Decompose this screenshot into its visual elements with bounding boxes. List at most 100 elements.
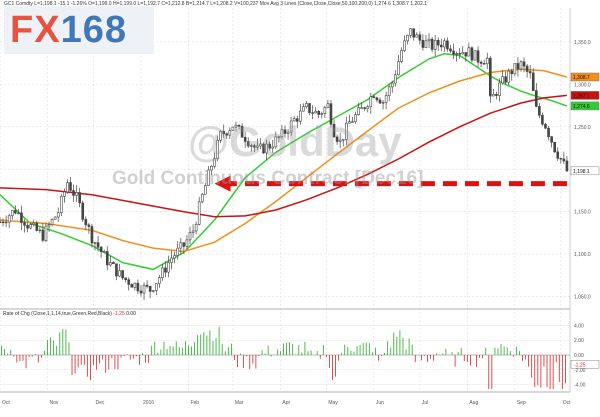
candle-body — [59, 196, 63, 213]
candle-body — [4, 221, 8, 224]
candle-body — [50, 219, 54, 225]
candle-body — [96, 242, 100, 248]
sub-y-tick-label: -4.00 — [574, 383, 586, 389]
candle-body — [219, 131, 222, 141]
candle-body — [246, 141, 250, 147]
candle-body — [90, 226, 94, 244]
candle-body — [109, 262, 112, 266]
candle-body — [562, 158, 566, 162]
candle-body — [136, 282, 140, 292]
arrow-head — [214, 175, 231, 192]
candle-body — [547, 127, 550, 137]
y-tick-label: 1,100.0 — [574, 252, 591, 258]
candle-body — [286, 131, 290, 134]
candle-body — [470, 47, 474, 61]
candle-body — [351, 121, 354, 123]
candle-body — [87, 224, 91, 227]
candle-body — [381, 102, 385, 104]
candle-body — [274, 136, 278, 148]
sub-y-tick-label: -2.00 — [574, 368, 586, 374]
candle-body — [213, 157, 216, 167]
candle-body — [259, 143, 262, 147]
y-tick-label: 1,350.0 — [574, 40, 591, 46]
candle-body — [443, 40, 446, 48]
candle-body — [23, 222, 26, 226]
candle-body — [409, 28, 412, 36]
candle-body — [308, 103, 311, 113]
candle-body — [133, 282, 137, 288]
subchart-value-neg: -1.25 — [113, 311, 125, 317]
candle-body — [240, 125, 244, 138]
subchart-value-zero: 0.00 — [126, 311, 136, 317]
candle-body — [534, 90, 538, 107]
candle-body — [200, 193, 204, 203]
candle-body — [406, 34, 409, 42]
x-tick-label: Jul — [422, 400, 428, 406]
candle-body — [519, 61, 523, 70]
candle-body — [47, 224, 51, 227]
candle-body — [84, 219, 88, 226]
candle-body — [173, 255, 176, 259]
candle-body — [335, 136, 339, 142]
candle-body — [210, 166, 213, 171]
candle-body — [464, 52, 468, 57]
candle-body — [489, 57, 492, 97]
candle-body — [317, 110, 321, 115]
candle-body — [369, 96, 373, 107]
price-tag — [570, 91, 600, 100]
candle-body — [504, 76, 507, 83]
candle-body — [513, 63, 517, 75]
candle-body — [430, 38, 434, 50]
candle-body — [329, 103, 333, 125]
candle-body — [394, 74, 397, 84]
candle-body — [99, 246, 103, 253]
candle-body — [341, 139, 345, 141]
candle-body — [476, 50, 480, 63]
candle-body — [154, 283, 158, 291]
sub-y-tick-label: 2.00 — [574, 338, 584, 344]
candle-body — [338, 139, 342, 142]
candle-body — [412, 28, 416, 38]
x-tick-label: Feb — [190, 400, 199, 406]
candle-body — [32, 222, 36, 225]
candle-body — [271, 146, 275, 149]
candle-body — [225, 133, 229, 136]
x-tick-label: Dec — [95, 400, 104, 406]
price-tag — [570, 166, 600, 176]
candle-body — [161, 267, 164, 279]
candle-body — [10, 210, 14, 217]
candle-body — [320, 113, 324, 115]
candle-body — [485, 57, 489, 65]
candle-body — [26, 224, 29, 229]
subchart-title: Rate of Chg (Close,1,1,14,true,Green,Red… — [3, 311, 136, 317]
candle-body — [501, 76, 504, 84]
candle-body — [44, 225, 48, 241]
candle-body — [139, 290, 143, 294]
candle-body — [130, 284, 134, 288]
candle-body — [277, 136, 281, 138]
candle-body — [81, 202, 85, 220]
candle-body — [63, 191, 66, 197]
candle-body — [525, 65, 529, 72]
candle-body — [292, 118, 296, 122]
x-tick-label: Oct — [563, 400, 571, 406]
candle-body — [207, 169, 210, 186]
candle-body — [75, 192, 78, 196]
candle-body — [473, 50, 477, 61]
axis-layer: 1,050.01,100.01,150.01,200.01,250.01,300… — [0, 8, 600, 406]
x-tick-label: 2016 — [143, 400, 154, 406]
candle-body — [510, 70, 514, 75]
candle-body — [289, 120, 293, 133]
candle-body — [458, 53, 461, 55]
candle-body — [164, 267, 167, 273]
candle-body — [538, 106, 541, 116]
candle-body — [390, 82, 394, 88]
candle-body — [452, 50, 455, 55]
candle-body — [332, 123, 336, 138]
candle-body — [387, 86, 391, 96]
candle-body — [498, 82, 501, 96]
x-tick-label: Aug — [469, 400, 478, 406]
